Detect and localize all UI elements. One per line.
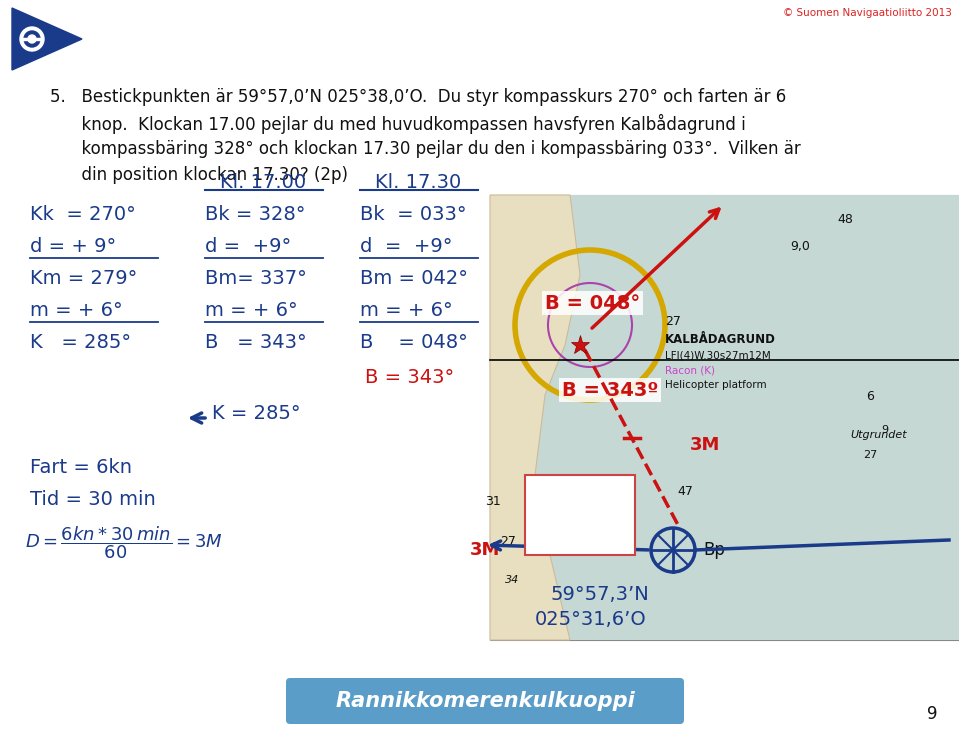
Text: B = 343º: B = 343º bbox=[562, 381, 659, 399]
Text: din position klockan 17.30? (2p): din position klockan 17.30? (2p) bbox=[50, 166, 348, 184]
Text: kompassbäring 328° och klockan 17.30 pejlar du den i kompassbäring 033°.  Vilken: kompassbäring 328° och klockan 17.30 pej… bbox=[50, 140, 801, 158]
Text: 27: 27 bbox=[500, 535, 516, 548]
Text: 31: 31 bbox=[485, 495, 501, 508]
Text: Utgrundet: Utgrundet bbox=[850, 430, 906, 440]
Text: m = + 6°: m = + 6° bbox=[30, 300, 123, 319]
Text: Kl. 17.00: Kl. 17.00 bbox=[220, 173, 306, 192]
Polygon shape bbox=[12, 8, 82, 70]
Text: © Suomen Navigaatioliitto 2013: © Suomen Navigaatioliitto 2013 bbox=[784, 8, 952, 18]
Text: 6: 6 bbox=[866, 390, 874, 403]
Text: Bm= 337°: Bm= 337° bbox=[205, 268, 307, 287]
Text: B   = 343°: B = 343° bbox=[205, 332, 307, 351]
Text: W: W bbox=[525, 505, 535, 515]
Text: d  =  +9°: d = +9° bbox=[360, 236, 453, 255]
Text: d = + 9°: d = + 9° bbox=[30, 236, 116, 255]
Text: d =  +9°: d = +9° bbox=[205, 236, 292, 255]
Text: LFl(4)W.30s27m12M: LFl(4)W.30s27m12M bbox=[665, 350, 771, 360]
Circle shape bbox=[20, 27, 44, 51]
Text: B = 048°: B = 048° bbox=[545, 294, 641, 313]
Text: Bk = 328°: Bk = 328° bbox=[205, 205, 306, 224]
Text: 9: 9 bbox=[926, 705, 937, 723]
Text: 025°31,6’O: 025°31,6’O bbox=[535, 610, 646, 629]
Text: K   = 285°: K = 285° bbox=[30, 332, 131, 351]
Text: Fart = 6kn: Fart = 6kn bbox=[30, 458, 132, 477]
Text: B    = 048°: B = 048° bbox=[360, 332, 468, 351]
Text: Bm = 042°: Bm = 042° bbox=[360, 268, 468, 287]
Bar bbox=[490, 195, 959, 640]
Text: Kl. 17.30: Kl. 17.30 bbox=[375, 173, 461, 192]
Text: 9: 9 bbox=[881, 425, 889, 435]
Text: Kk  = 270°: Kk = 270° bbox=[30, 205, 136, 224]
Text: Helicopter platform: Helicopter platform bbox=[665, 380, 766, 390]
Text: K = 285°: K = 285° bbox=[212, 403, 300, 423]
Text: m = + 6°: m = + 6° bbox=[360, 300, 453, 319]
Text: 48: 48 bbox=[837, 213, 853, 226]
Circle shape bbox=[28, 35, 36, 43]
Text: 34: 34 bbox=[505, 575, 519, 585]
Text: Km = 279°: Km = 279° bbox=[30, 268, 137, 287]
Text: Racon (K): Racon (K) bbox=[665, 365, 715, 375]
Text: Rannikkomerenkulkuoppi: Rannikkomerenkulkuoppi bbox=[335, 691, 635, 711]
Text: $D = \dfrac{6kn * 30\,min}{60} = 3M$: $D = \dfrac{6kn * 30\,min}{60} = 3M$ bbox=[25, 525, 222, 561]
Bar bbox=[525, 475, 635, 555]
Text: 9,0: 9,0 bbox=[790, 240, 810, 253]
Text: 47: 47 bbox=[677, 485, 693, 498]
Text: 3M: 3M bbox=[690, 436, 720, 454]
Text: Bp: Bp bbox=[703, 541, 725, 559]
Text: 27: 27 bbox=[665, 315, 681, 328]
Text: VHF ch. 09: VHF ch. 09 bbox=[553, 505, 606, 515]
Text: 59°57,3’N: 59°57,3’N bbox=[550, 585, 648, 604]
Text: 3M: 3M bbox=[470, 541, 501, 559]
Text: KALBÅDAGRUND: KALBÅDAGRUND bbox=[665, 333, 776, 346]
Bar bbox=[490, 195, 959, 640]
Text: B = 343°: B = 343° bbox=[365, 368, 455, 387]
Text: knop.  Klockan 17.00 pejlar du med huvudkompassen havsfyren Kalbådagrund i: knop. Klockan 17.00 pejlar du med huvudk… bbox=[50, 114, 746, 134]
FancyBboxPatch shape bbox=[286, 678, 684, 724]
Text: m = + 6°: m = + 6° bbox=[205, 300, 297, 319]
Text: 5.   Bestickpunkten är 59°57,0’N 025°38,0’O.  Du styr kompasskurs 270° och farte: 5. Bestickpunkten är 59°57,0’N 025°38,0’… bbox=[50, 88, 786, 106]
Text: Kalbådagrund: Kalbådagrund bbox=[546, 520, 614, 532]
Text: 27: 27 bbox=[863, 450, 877, 460]
Text: Helsinki VTS: Helsinki VTS bbox=[550, 490, 610, 500]
Polygon shape bbox=[490, 195, 580, 640]
Text: Tid = 30 min: Tid = 30 min bbox=[30, 490, 155, 509]
Text: Bk  = 033°: Bk = 033° bbox=[360, 205, 467, 224]
Circle shape bbox=[24, 31, 40, 47]
